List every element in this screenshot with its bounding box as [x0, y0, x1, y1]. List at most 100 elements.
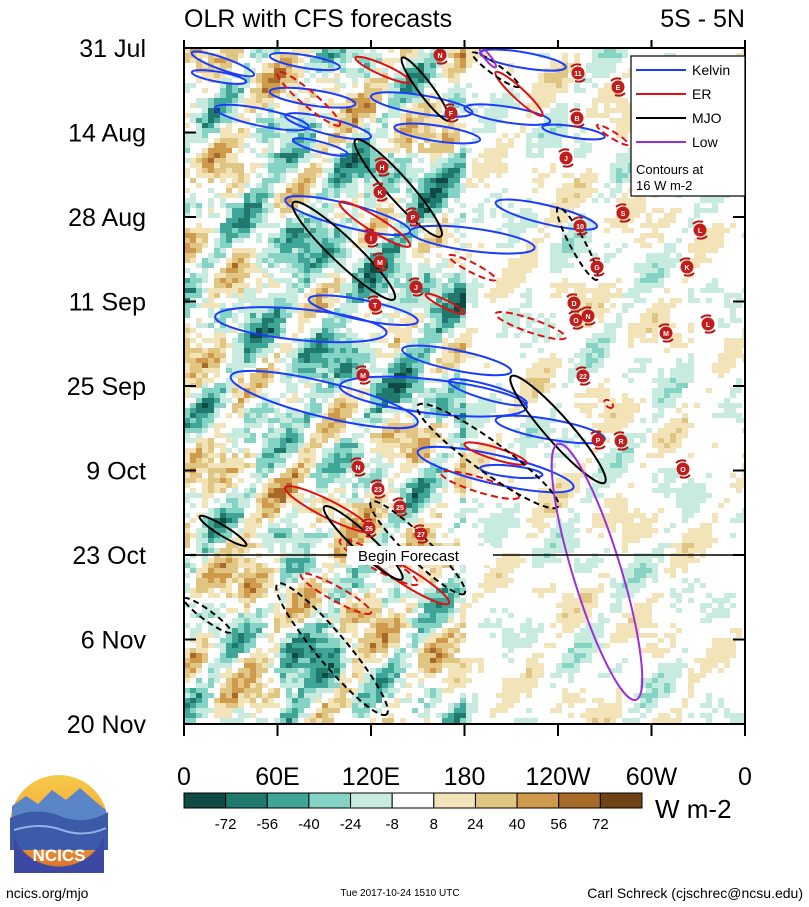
olr-cell: [520, 293, 526, 298]
olr-cell: [232, 258, 238, 263]
olr-cell: [562, 188, 568, 193]
olr-cell: [436, 333, 442, 338]
olr-cell: [568, 263, 574, 268]
olr-cell: [532, 128, 538, 133]
olr-cell: [676, 338, 682, 343]
olr-cell: [406, 168, 412, 173]
olr-cell: [640, 318, 646, 323]
olr-cell: [280, 503, 286, 508]
olr-cell: [688, 373, 694, 378]
olr-cell: [562, 53, 568, 58]
olr-cell: [310, 493, 316, 498]
olr-cell: [190, 228, 196, 233]
olr-cell: [454, 173, 460, 178]
olr-cell: [286, 308, 292, 313]
olr-cell: [496, 228, 502, 233]
olr-cell: [238, 218, 244, 223]
olr-cell: [496, 278, 502, 283]
olr-cell: [382, 218, 388, 223]
olr-cell: [358, 478, 364, 483]
olr-cell: [466, 428, 472, 433]
olr-cell: [376, 158, 382, 163]
olr-cell: [412, 388, 418, 393]
olr-cell: [424, 453, 430, 458]
olr-cell: [292, 218, 298, 223]
olr-cell: [190, 233, 196, 238]
olr-cell: [604, 348, 610, 353]
olr-cell: [610, 458, 616, 463]
olr-cell: [430, 283, 436, 288]
olr-cell: [628, 418, 634, 423]
olr-cell: [460, 158, 466, 163]
olr-cell: [292, 143, 298, 148]
olr-cell: [628, 338, 634, 343]
olr-cell: [316, 358, 322, 363]
olr-cell: [520, 218, 526, 223]
olr-cell: [184, 448, 190, 453]
olr-cell: [286, 408, 292, 413]
olr-cell: [502, 313, 508, 318]
olr-cell: [424, 353, 430, 358]
olr-cell: [532, 153, 538, 158]
olr-cell: [316, 428, 322, 433]
olr-cell: [670, 263, 676, 268]
olr-cell: [394, 428, 400, 433]
olr-cell: [418, 178, 424, 183]
olr-cell: [328, 378, 334, 383]
olr-cell: [412, 323, 418, 328]
olr-cell: [562, 73, 568, 78]
olr-cell: [586, 353, 592, 358]
olr-cell: [538, 388, 544, 393]
olr-cell: [208, 108, 214, 113]
olr-cell: [190, 113, 196, 118]
olr-cell: [202, 498, 208, 503]
olr-cell: [562, 288, 568, 293]
olr-cell: [514, 233, 520, 238]
olr-cell: [352, 493, 358, 498]
olr-cell: [376, 473, 382, 478]
olr-cell: [718, 358, 724, 363]
olr-cell: [256, 468, 262, 473]
olr-cell: [478, 413, 484, 418]
olr-cell: [220, 313, 226, 318]
olr-cell: [634, 403, 640, 408]
olr-cell: [304, 348, 310, 353]
olr-cell: [202, 118, 208, 123]
olr-cell: [322, 223, 328, 228]
olr-cell: [292, 233, 298, 238]
olr-cell: [646, 313, 652, 318]
olr-cell: [418, 378, 424, 383]
olr-cell: [232, 503, 238, 508]
olr-cell: [574, 198, 580, 203]
olr-cell: [232, 233, 238, 238]
olr-cell: [592, 368, 598, 373]
olr-cell: [232, 133, 238, 138]
olr-cell: [310, 238, 316, 243]
olr-cell: [274, 133, 280, 138]
olr-cell: [214, 303, 220, 308]
olr-cell: [262, 353, 268, 358]
olr-cell: [184, 418, 190, 423]
olr-cell: [436, 498, 442, 503]
olr-cell: [508, 218, 514, 223]
olr-cell: [436, 168, 442, 173]
olr-cell: [352, 348, 358, 353]
olr-cell: [526, 138, 532, 143]
olr-cell: [364, 478, 370, 483]
olr-cell: [520, 383, 526, 388]
olr-cell: [742, 453, 745, 458]
olr-cell: [232, 93, 238, 98]
olr-cell: [694, 203, 700, 208]
olr-cell: [196, 153, 202, 158]
olr-cell: [628, 203, 634, 208]
olr-cell: [184, 133, 190, 138]
olr-cell: [376, 218, 382, 223]
olr-cell: [202, 133, 208, 138]
olr-cell: [640, 273, 646, 278]
olr-cell: [202, 418, 208, 423]
olr-cell: [334, 373, 340, 378]
olr-cell: [526, 428, 532, 433]
olr-cell: [310, 353, 316, 358]
olr-cell: [448, 298, 454, 303]
olr-cell: [262, 253, 268, 258]
